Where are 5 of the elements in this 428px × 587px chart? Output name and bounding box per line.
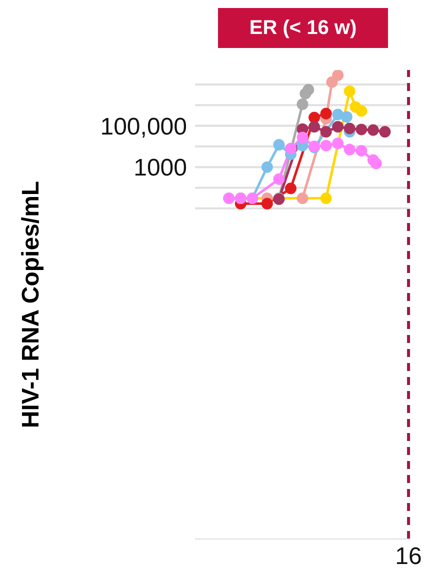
chart-title: ER (< 16 w) — [218, 8, 388, 48]
y-tick-label: 100,000 — [100, 113, 187, 140]
y-tick-label: 1000 — [134, 154, 187, 182]
y-axis-title: HIV-1 RNA Copies/mL — [18, 180, 45, 428]
x-tick-label: 16 — [395, 543, 422, 570]
